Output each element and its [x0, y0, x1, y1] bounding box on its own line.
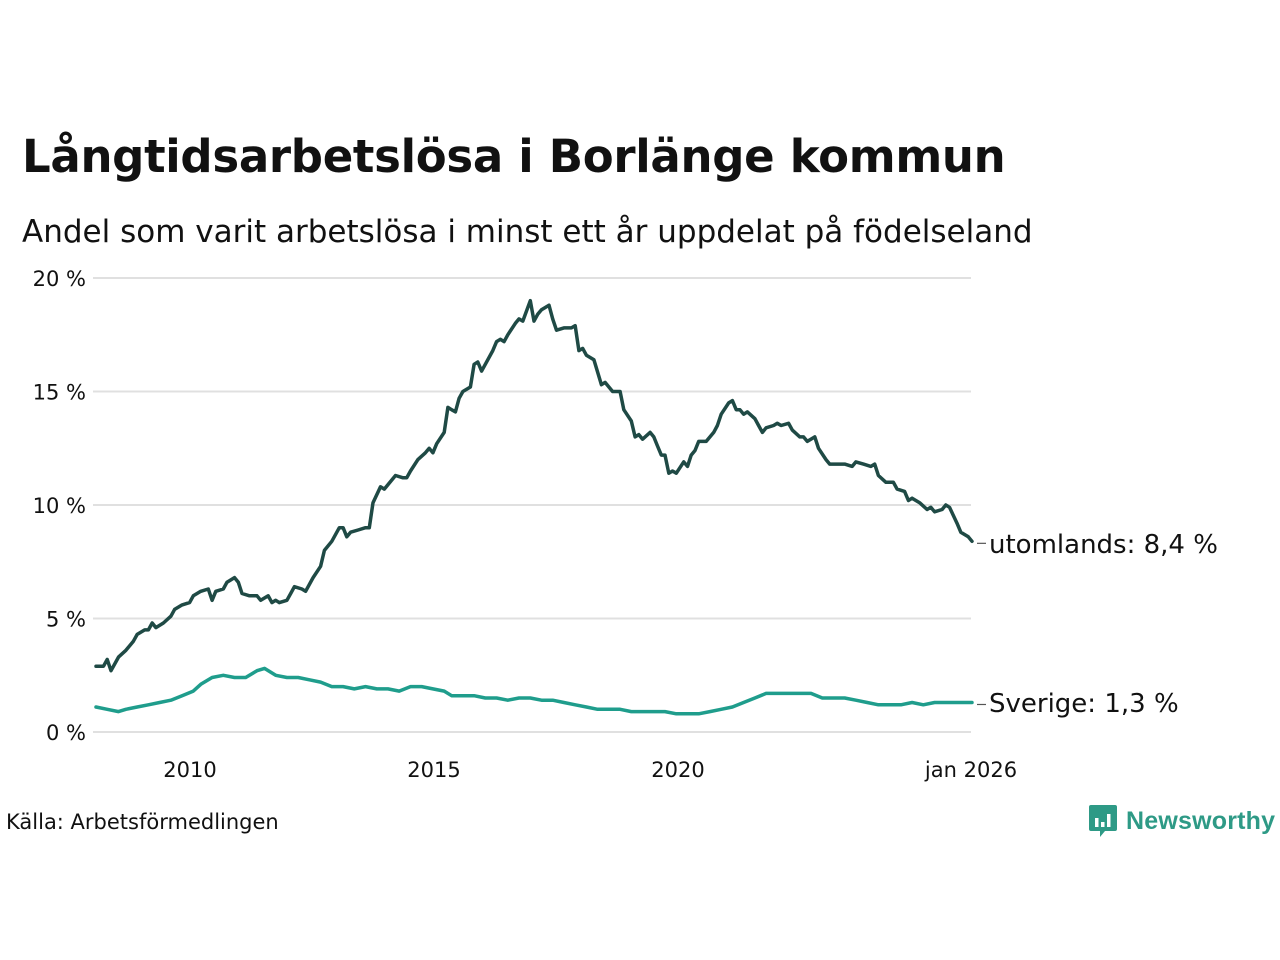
y-tick-label: 20 %: [33, 267, 86, 291]
x-tick-label: 2010: [163, 758, 216, 782]
x-axis-ticks: 2010 2015 2020 jan 2026: [163, 758, 1017, 782]
series-line-sverige: [94, 666, 974, 716]
source-note: Källa: Arbetsförmedlingen: [6, 810, 279, 834]
newsworthy-wordmark: Newsworthy: [1126, 806, 1276, 835]
grid-lines: [93, 277, 971, 733]
x-tick-label: 2015: [407, 758, 460, 782]
series-line-utomlands: [94, 298, 974, 673]
newsworthy-logo[interactable]: Newsworthy: [1088, 803, 1275, 839]
y-tick-label: 5 %: [46, 608, 86, 632]
x-tick-label: jan 2026: [924, 758, 1017, 782]
y-tick-label: 15 %: [33, 381, 86, 405]
newsworthy-icon: [1089, 805, 1117, 837]
y-tick-label: 10 %: [33, 494, 86, 518]
series-lines: [94, 298, 974, 716]
series-end-labels: utomlands: 8,4 % Sverige: 1,3 %: [977, 530, 1218, 719]
chart-subtitle: Andel som varit arbetslösa i minst ett å…: [22, 214, 1033, 250]
line-chart: 0 %5 %10 %15 %20 % 2010 2015 2020 jan 2026 …: [33, 267, 1218, 782]
y-tick-label: 0 %: [46, 721, 86, 745]
x-tick-label: 2020: [651, 758, 704, 782]
series-end-label-sverige: Sverige: 1,3 %: [989, 689, 1179, 719]
series-end-label-utomlands: utomlands: 8,4 %: [989, 530, 1218, 560]
chart-title: Långtidsarbetslösa i Borlänge kommun: [22, 130, 1006, 183]
y-axis-ticks: 0 % 5 % 10 % 15 % 20 %: [33, 267, 86, 745]
